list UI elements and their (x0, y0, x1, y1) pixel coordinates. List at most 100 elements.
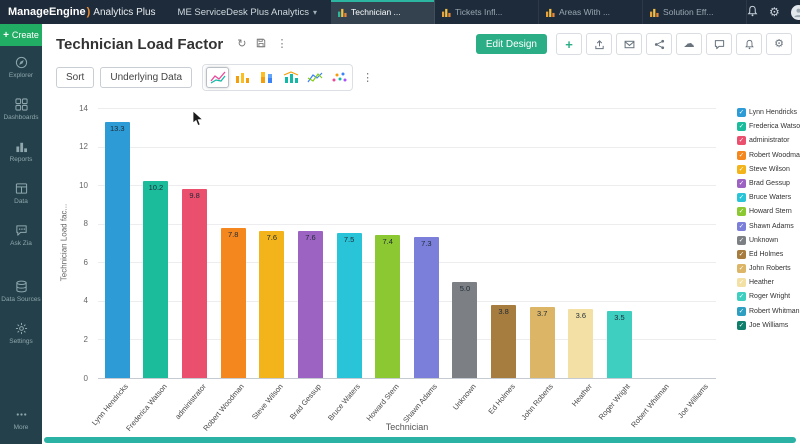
refresh-icon[interactable]: ↻ (237, 37, 247, 50)
bar-steve-wilson[interactable]: 7.6 (259, 231, 285, 378)
multi-line-chart-type-icon[interactable] (304, 68, 325, 87)
legend-checkbox[interactable]: ✓ (737, 122, 746, 132)
view-settings-gear-icon[interactable]: ⚙ (766, 33, 792, 55)
legend-item-frederica-watson[interactable]: ✓ Frederica Watson (737, 122, 800, 132)
create-button[interactable]: + Create (0, 24, 42, 46)
sidebar-item-ask-zia[interactable]: Ask Zia (0, 214, 42, 256)
legend-item-ed-holmes[interactable]: ✓ Ed Holmes (737, 249, 800, 259)
comment-icon[interactable] (706, 33, 732, 55)
legend-item-shawn-adams[interactable]: ✓ Shawn Adams (737, 221, 800, 231)
legend-item-brad-gessup[interactable]: ✓ Brad Gessup (737, 178, 800, 188)
save-icon[interactable] (256, 38, 266, 51)
gridline (98, 108, 716, 109)
legend-item-unknown[interactable]: ✓ Unknown (737, 235, 800, 245)
legend-label: Howard Stern (749, 208, 792, 216)
y-tick-label: 14 (79, 103, 88, 113)
legend-checkbox[interactable]: ✓ (737, 235, 746, 245)
legend-checkbox[interactable]: ✓ (737, 178, 746, 188)
legend-item-robert-woodman[interactable]: ✓ Robert Woodman (737, 150, 800, 160)
bar-unknown[interactable]: 5.0 (452, 281, 478, 378)
brand-logo: ManageEngine) Analytics Plus (8, 6, 156, 18)
bar-chart-type-icon[interactable] (232, 68, 253, 87)
sidebar-item-explorer[interactable]: Explorer (0, 46, 42, 88)
sidebar-item-label: Reports (9, 155, 33, 163)
user-avatar[interactable] (790, 4, 800, 20)
legend-item-roger-wright[interactable]: ✓ Roger Wright (737, 292, 800, 302)
tab-technician-load-factor[interactable]: Technician ... (331, 0, 436, 24)
underlying-data-button[interactable]: Underlying Data (100, 66, 193, 88)
bar-shawn-adams[interactable]: 7.3 (413, 237, 439, 378)
notifications-bell-icon[interactable] (747, 5, 758, 19)
settings-gear-icon[interactable]: ⚙ (769, 5, 780, 19)
legend-checkbox[interactable]: ✓ (737, 150, 746, 160)
legend-label: Ed Holmes (749, 250, 784, 258)
sidebar-item-reports[interactable]: Reports (0, 130, 42, 172)
workspace-selector[interactable]: ME ServiceDesk Plus Analytics ▾ (178, 7, 317, 18)
legend-item-john-roberts[interactable]: ✓ John Roberts (737, 264, 800, 274)
legend-checkbox[interactable]: ✓ (737, 306, 746, 316)
bar-value-label: 9.8 (189, 191, 200, 200)
bar-bruce-waters[interactable]: 7.5 (336, 233, 362, 378)
report-tab-icon (442, 8, 451, 17)
legend-item-robert-whitman[interactable]: ✓ Robert Whitman (737, 306, 800, 316)
legend-checkbox[interactable]: ✓ (737, 292, 746, 302)
cloud-icon[interactable]: ☁ (676, 33, 702, 55)
edit-design-button[interactable]: Edit Design (475, 34, 547, 54)
legend-checkbox[interactable]: ✓ (737, 207, 746, 217)
dashboards-grid-icon (14, 97, 28, 111)
legend-checkbox[interactable]: ✓ (737, 264, 746, 274)
bar-howard-stern[interactable]: 7.4 (375, 235, 401, 378)
sidebar-item-more[interactable]: More (0, 398, 42, 440)
legend-item-administrator[interactable]: ✓ administrator (737, 136, 800, 146)
tab-label: Technician ... (351, 7, 401, 17)
scatter-chart-type-icon[interactable] (328, 68, 349, 87)
sidebar-item-label: Data (14, 197, 28, 205)
sort-button[interactable]: Sort (56, 66, 95, 88)
legend-item-bruce-waters[interactable]: ✓ Bruce Waters (737, 193, 800, 203)
legend-checkbox[interactable]: ✓ (737, 221, 746, 231)
bar-value-label: 3.8 (498, 306, 509, 316)
legend-item-steve-wilson[interactable]: ✓ Steve Wilson (737, 164, 800, 174)
sidebar-item-data[interactable]: Data (0, 172, 42, 214)
more-options-kebab-icon[interactable]: ⋮ (276, 37, 288, 50)
sidebar-item-settings[interactable]: Settings (0, 312, 42, 354)
bar-robert-woodman[interactable]: 7.8 (220, 227, 246, 378)
sidebar-item-data-sources[interactable]: Data Sources (0, 270, 42, 312)
horizontal-scrollbar[interactable] (44, 437, 796, 443)
bar-john-roberts[interactable]: 3.7 (529, 306, 555, 378)
legend-item-joe-williams[interactable]: ✓ Joe Williams (737, 320, 800, 330)
tab-solution-effectiveness[interactable]: Solution Eff... (643, 0, 748, 24)
legend-checkbox[interactable]: ✓ (737, 108, 746, 117)
export-icon[interactable] (586, 33, 612, 55)
sidebar-item-label: Settings (9, 337, 33, 345)
legend-item-lynn-hendricks[interactable]: ✓ Lynn Hendricks (737, 108, 800, 117)
bar-heather[interactable]: 3.6 (568, 308, 594, 378)
legend-checkbox[interactable]: ✓ (737, 193, 746, 203)
bar-lynn-hendricks[interactable]: 13.3 (104, 121, 130, 378)
legend-checkbox[interactable]: ✓ (737, 164, 746, 174)
bar-brad-gessup[interactable]: 7.6 (297, 231, 323, 378)
stacked-bar-chart-type-icon[interactable] (256, 68, 277, 87)
toolbar-kebab-icon[interactable]: ⋮ (362, 71, 374, 84)
legend-label: Shawn Adams (749, 222, 794, 230)
legend-item-howard-stern[interactable]: ✓ Howard Stern (737, 207, 800, 217)
sidebar-item-dashboards[interactable]: Dashboards (0, 88, 42, 130)
legend-item-heather[interactable]: ✓ Heather (737, 278, 800, 288)
bar-administrator[interactable]: 9.8 (182, 189, 208, 378)
legend-checkbox[interactable]: ✓ (737, 320, 746, 330)
add-button[interactable]: + (556, 33, 582, 55)
legend-checkbox[interactable]: ✓ (737, 278, 746, 288)
bar-roger-wright[interactable]: 3.5 (606, 310, 632, 378)
line-chart-type-icon[interactable] (206, 66, 230, 88)
bar-ed-holmes[interactable]: 3.8 (491, 304, 517, 378)
combo-chart-type-icon[interactable] (280, 68, 301, 87)
email-icon[interactable] (616, 33, 642, 55)
alert-bell-icon[interactable] (736, 33, 762, 55)
legend-checkbox[interactable]: ✓ (737, 136, 746, 146)
tab-tickets-inflow[interactable]: Tickets Infl... (435, 0, 540, 24)
tab-areas-with[interactable]: Areas With ... (539, 0, 644, 24)
bar-frederica-watson[interactable]: 10.2 (143, 181, 169, 378)
legend-checkbox[interactable]: ✓ (737, 249, 746, 259)
more-dots-icon (16, 412, 26, 416)
share-icon[interactable] (646, 33, 672, 55)
